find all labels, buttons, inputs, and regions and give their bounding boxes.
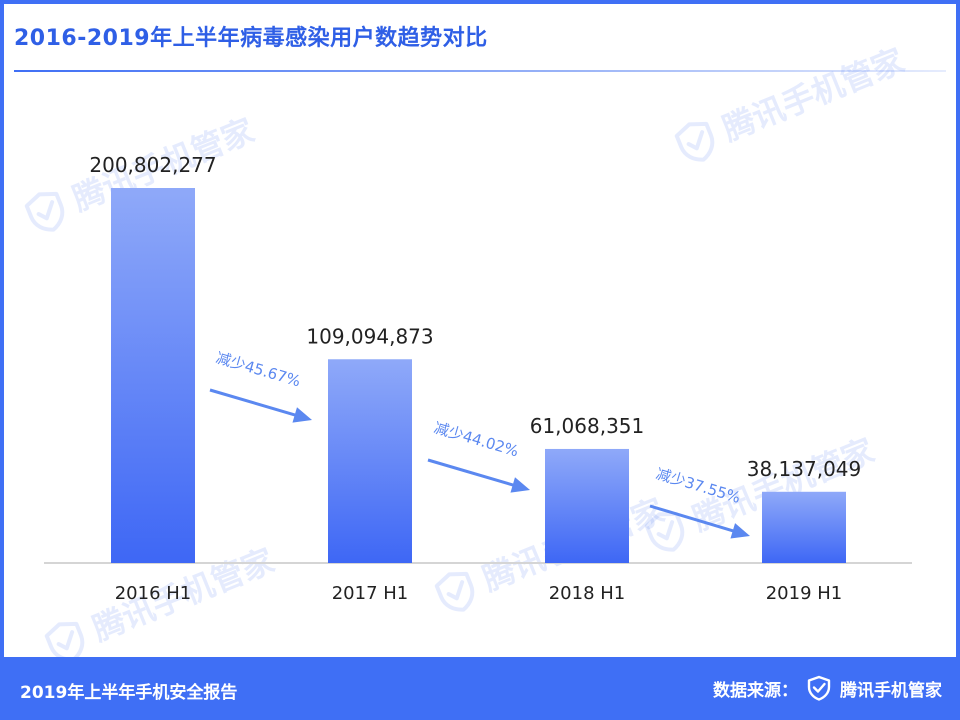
decrease-label: 减少37.55%: [654, 465, 743, 507]
bar-value-label: 38,137,049: [747, 457, 862, 481]
decrease-label: 减少44.02%: [432, 419, 521, 461]
source-label: 数据来源：: [713, 680, 798, 701]
bar-2018-h1: [545, 448, 629, 563]
arrow-head: [292, 407, 312, 423]
source-attribution: 数据来源： 腾讯手机管家: [713, 675, 942, 701]
svg-text:腾讯手机管家: 腾讯手机管家: [717, 41, 909, 148]
page-title: 2016-2019年上半年病毒感染用户数趋势对比: [14, 26, 488, 51]
x-tick-label: 2019 H1: [766, 583, 843, 604]
bar-2019-h1: [762, 491, 846, 563]
bar-2016-h1: [111, 188, 195, 563]
bar-value-label: 200,802,277: [89, 153, 216, 177]
decrease-label: 减少45.67%: [214, 349, 303, 391]
arrow-head: [510, 477, 530, 493]
brand-name: 腾讯手机管家: [840, 680, 942, 701]
x-tick-label: 2016 H1: [115, 583, 192, 604]
x-tick-label: 2017 H1: [332, 583, 409, 604]
watermark-1: 腾讯手机管家: [674, 41, 909, 162]
decrease-arrow: [649, 504, 738, 534]
arrow-head: [730, 523, 750, 539]
shield-icon: [806, 675, 832, 701]
footer-bar: 2019年上半年手机安全报告 数据来源： 腾讯手机管家: [0, 657, 960, 720]
title-underline: [14, 70, 946, 72]
decrease-arrow: [427, 458, 517, 488]
bar-value-label: 109,094,873: [306, 324, 433, 348]
bar-2017-h1: [328, 359, 412, 563]
x-tick-label: 2018 H1: [549, 583, 626, 604]
report-name: 2019年上半年手机安全报告: [20, 683, 238, 703]
decrease-arrow: [209, 388, 299, 418]
bar-value-label: 61,068,351: [530, 414, 645, 438]
